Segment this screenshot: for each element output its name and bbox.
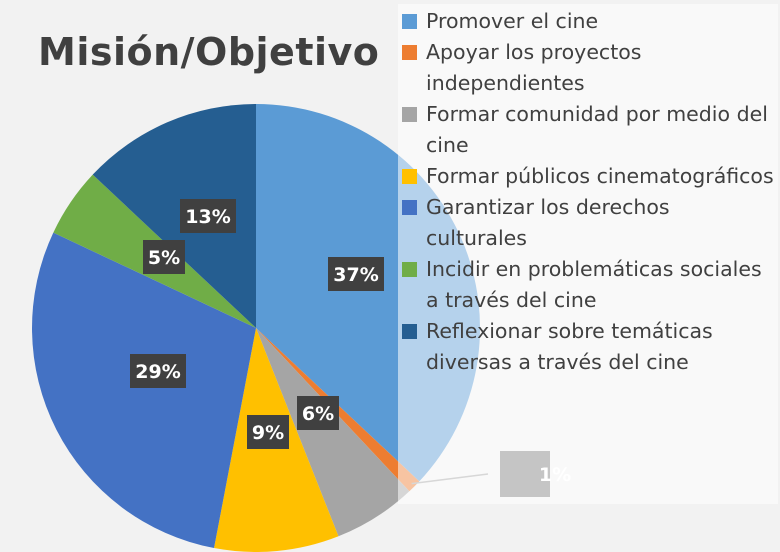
- legend-swatch: [402, 324, 417, 339]
- legend-swatch: [402, 14, 417, 29]
- data-label: 5%: [143, 240, 185, 274]
- legend-label: Garantizar los derechos: [426, 195, 670, 219]
- legend-label: Formar comunidad por medio del: [426, 102, 768, 126]
- legend-item: Promover el cine: [402, 6, 776, 37]
- data-label-text: 37%: [333, 264, 378, 286]
- legend-item: Incidir en problemáticas sociales a travé…: [402, 254, 776, 316]
- data-label-box: [328, 257, 384, 291]
- pie-slice: [256, 328, 410, 537]
- data-label-box: [297, 396, 339, 430]
- legend-label: Incidir en problemáticas sociales: [426, 257, 762, 281]
- legend-label: Promover el cine: [426, 9, 599, 33]
- data-label-text: 5%: [148, 247, 180, 269]
- legend-item: Formar públicos cinematográficos: [402, 161, 776, 192]
- data-label-box: [180, 199, 236, 233]
- data-label-box: [247, 415, 289, 449]
- legend-item: Apoyar los proyectos independientes: [402, 37, 776, 99]
- legend-swatch: [402, 45, 417, 60]
- data-label: 9%: [247, 415, 289, 449]
- data-label: 6%: [297, 396, 339, 430]
- data-label-text: 29%: [135, 361, 180, 383]
- legend: Promover el cine Apoyar los proyectos inde…: [402, 6, 776, 378]
- legend-label: diversas a través del cine: [426, 350, 689, 374]
- legend-item: Formar comunidad por medio del cine: [402, 99, 776, 161]
- pie-slice: [92, 104, 257, 328]
- legend-swatch: [402, 169, 417, 184]
- legend-label: Apoyar los proyectos: [426, 40, 642, 64]
- data-label-box: [143, 240, 185, 274]
- legend-label: a través del cine: [426, 288, 597, 312]
- data-label: 13%: [180, 199, 236, 233]
- legend-label: independientes: [426, 71, 585, 95]
- data-label: 37%: [328, 257, 384, 291]
- data-label-text: 9%: [252, 422, 284, 444]
- data-label-text: 6%: [302, 403, 334, 425]
- data-label: 29%: [130, 354, 186, 388]
- chart-title: Misión/Objetivo: [38, 30, 380, 74]
- data-label-box: [130, 354, 186, 388]
- legend-label: Reflexionar sobre temáticas: [426, 319, 713, 343]
- legend-item: Garantizar los derechos culturales: [402, 192, 776, 254]
- data-label-text: 13%: [185, 206, 230, 228]
- legend-label: culturales: [426, 226, 527, 250]
- legend-swatch: [402, 262, 417, 277]
- legend-swatch: [402, 200, 417, 215]
- pie-slice: [32, 232, 256, 549]
- legend-item: Reflexionar sobre temáticas diversas a tr…: [402, 316, 776, 378]
- legend-swatch: [402, 107, 417, 122]
- legend-label: cine: [426, 133, 469, 157]
- legend-label: Formar públicos cinematográficos: [426, 164, 774, 188]
- legend-panel: [398, 4, 778, 504]
